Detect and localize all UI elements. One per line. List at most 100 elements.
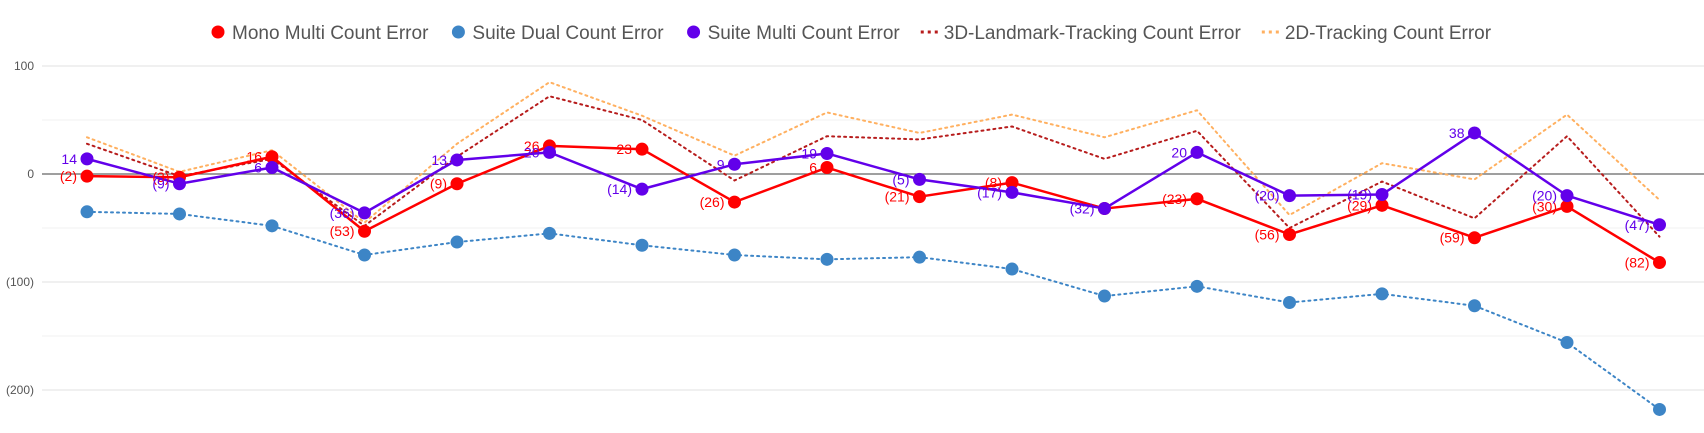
series-1-point	[1560, 335, 1574, 349]
series-2-data-label: (5)	[892, 171, 909, 187]
series-0-data-label: 6	[809, 160, 817, 176]
series-2-point	[358, 206, 371, 220]
series-1-point	[265, 219, 279, 233]
series-0-point	[1190, 192, 1204, 206]
series-0-point	[913, 190, 926, 204]
y-tick-label: 0	[27, 167, 34, 181]
series-2-point	[1283, 189, 1296, 203]
series-0-point	[358, 224, 371, 238]
series-0-point	[1653, 256, 1666, 270]
series-2-data-label: (20)	[1255, 188, 1280, 204]
series-1-point	[1098, 289, 1111, 303]
series-2-data-label: (47)	[1625, 217, 1650, 233]
legend-label: Suite Dual Count Error	[472, 23, 664, 44]
series-0-point	[1375, 198, 1389, 212]
series-2-point	[1098, 202, 1111, 216]
series-1-point	[1468, 299, 1481, 313]
series-2-data-label: (32)	[1070, 201, 1095, 217]
series-2-data-label: (36)	[330, 205, 355, 221]
series-1-point	[80, 205, 94, 219]
series-1-point	[173, 207, 186, 221]
series-1-point	[635, 238, 649, 252]
legend-swatch	[451, 25, 465, 39]
series-2-data-label: 20	[524, 144, 540, 160]
series-1-point	[450, 235, 464, 249]
series-2-point	[173, 177, 186, 191]
series-line-3	[86, 95, 1661, 238]
series-2-point	[543, 145, 556, 159]
series-0-point	[1468, 231, 1481, 245]
series-0-point	[265, 150, 279, 164]
series-0-data-label: (56)	[1255, 226, 1280, 242]
series-0-data-label: 16	[246, 149, 262, 165]
series-1-point	[1653, 402, 1666, 416]
grid	[42, 65, 1704, 391]
y-tick-label: (100)	[6, 275, 34, 289]
series-2-point	[265, 161, 279, 175]
series-2-point	[80, 152, 94, 166]
series-2-data-label: (20)	[1532, 188, 1557, 204]
legend-label: Mono Multi Count Error	[232, 23, 429, 44]
legend-label: 2D-Tracking Count Error	[1285, 23, 1492, 44]
data-labels: (2) (3) 16 (53) (9) 26 23 (26) 6 (21) (8) (23) (56) (…	[60, 125, 1650, 271]
series-2-point	[728, 157, 741, 171]
series-2-point	[1653, 218, 1666, 232]
series-2-data-label: 38	[1449, 125, 1465, 141]
legend-label: 3D-Landmark-Tracking Count Error	[944, 23, 1242, 44]
series-2-point	[450, 153, 464, 167]
series-0-data-label: (23)	[1162, 191, 1187, 207]
series-2-data-label: 9	[717, 156, 725, 172]
series-0-data-label: (26)	[700, 194, 725, 210]
legend-swatch	[687, 25, 701, 39]
series-line-1	[86, 210, 1661, 411]
series-0-point	[1005, 176, 1019, 190]
series-2-data-label: 13	[431, 152, 447, 168]
series-1-point	[1005, 262, 1019, 276]
series-0-point	[635, 142, 649, 156]
series-0-data-label: (30)	[1532, 198, 1557, 214]
series-lines	[85, 81, 1661, 411]
series-0-point	[728, 195, 741, 209]
series-1-point	[820, 252, 834, 266]
series-2-data-label: (14)	[607, 181, 632, 197]
series-2-data-label: 19	[801, 145, 817, 161]
series-2-point	[1560, 189, 1574, 203]
series-markers	[80, 126, 1666, 416]
series-line-4	[86, 81, 1661, 224]
series-2-data-label: (9)	[152, 176, 169, 192]
series-2-data-label: (19)	[1347, 187, 1372, 203]
series-2-point	[820, 146, 834, 160]
series-0-point	[450, 177, 464, 191]
y-tick-label: 100	[14, 59, 34, 73]
series-0-point	[1560, 199, 1574, 213]
series-0-data-label: (82)	[1625, 255, 1650, 271]
series-2-point	[1375, 188, 1389, 202]
series-line-0	[85, 144, 1661, 264]
y-axis-ticks: 100 0 (100) (200)	[6, 59, 34, 397]
series-0-point	[820, 161, 834, 175]
series-1-point	[728, 248, 741, 262]
legend-label: Suite Multi Count Error	[708, 23, 901, 44]
series-2-point	[1468, 126, 1481, 140]
series-0-data-label: (2)	[60, 168, 77, 184]
series-1-point	[543, 226, 556, 240]
series-2-data-label: 20	[1171, 144, 1187, 160]
series-line-2	[85, 131, 1661, 227]
series-2-point	[913, 172, 926, 186]
series-2-point	[1005, 185, 1019, 199]
series-2-data-label: (17)	[977, 184, 1002, 200]
legend: Mono Multi Count Error Suite Dual Count E…	[211, 23, 1492, 44]
legend-swatch	[211, 25, 225, 39]
series-0-data-label: (21)	[885, 189, 910, 205]
series-0-data-label: (9)	[430, 176, 447, 192]
series-1-point	[1375, 287, 1389, 301]
series-0-data-label: (53)	[330, 223, 355, 239]
y-tick-label: (200)	[6, 383, 34, 397]
series-0-data-label: (29)	[1347, 197, 1372, 213]
series-2-data-label: 14	[61, 151, 77, 167]
series-2-point	[635, 182, 649, 196]
series-0-data-label: (3)	[152, 169, 169, 185]
series-2-data-label: 6	[254, 160, 262, 176]
